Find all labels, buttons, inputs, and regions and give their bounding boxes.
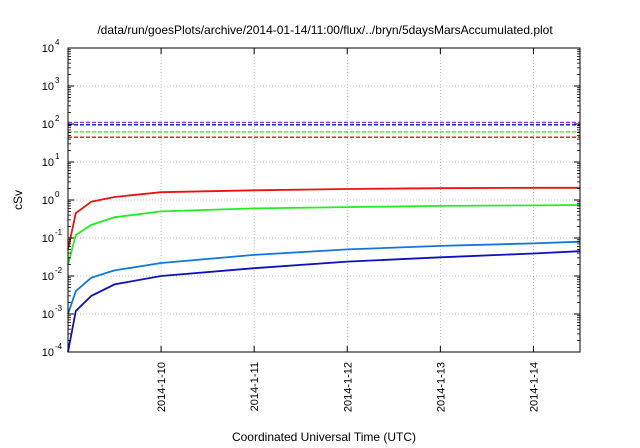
x-axis-label: Coordinated Universal Time (UTC)	[232, 430, 416, 444]
x-tick-labels: 2014-1-10 2014-1-11 2014-1-12 2014-1-13 2014…	[156, 362, 540, 412]
y-tick-label: 10	[42, 309, 54, 321]
y-tick-label: 10	[42, 43, 54, 55]
y-tick-exponent: 2	[55, 114, 60, 123]
y-tick-label: 10	[42, 119, 54, 131]
series-line-3	[67, 240, 581, 315]
ticks	[68, 47, 580, 353]
y-tick-exponent: -3	[55, 304, 63, 313]
y-tick-exponent: -2	[55, 266, 63, 275]
series-layer	[67, 121, 581, 353]
chart-title: /data/run/goesPlots/archive/2014-01-14/1…	[97, 23, 553, 37]
y-axis-label: cSv	[11, 190, 25, 210]
y-tick-label: 10	[42, 157, 54, 169]
y-tick-label: 10	[42, 233, 54, 245]
x-tick-label: 2014-1-12	[342, 362, 354, 412]
y-tick-exponent: -1	[55, 228, 63, 237]
grid	[68, 48, 580, 352]
y-tick-exponent: 1	[55, 152, 60, 161]
series-line-1	[67, 186, 580, 250]
y-tick-label: 10	[42, 81, 54, 93]
x-tick-label: 2014-1-13	[435, 362, 447, 412]
y-tick-exponent: 4	[55, 38, 60, 47]
series-line-4	[67, 250, 581, 353]
x-tick-label: 2014-1-14	[528, 362, 540, 412]
x-tick-label: 2014-1-11	[249, 362, 261, 411]
x-tick-label: 2014-1-10	[156, 362, 168, 412]
y-tick-exponent: 3	[55, 76, 60, 85]
y-tick-label: 10	[42, 195, 54, 207]
y-tick-label: 10	[42, 347, 54, 359]
series-line-2	[67, 204, 581, 265]
y-tick-exponent: 0	[55, 190, 60, 199]
y-tick-exponent: -4	[55, 342, 63, 351]
y-tick-label: 10	[42, 271, 54, 283]
